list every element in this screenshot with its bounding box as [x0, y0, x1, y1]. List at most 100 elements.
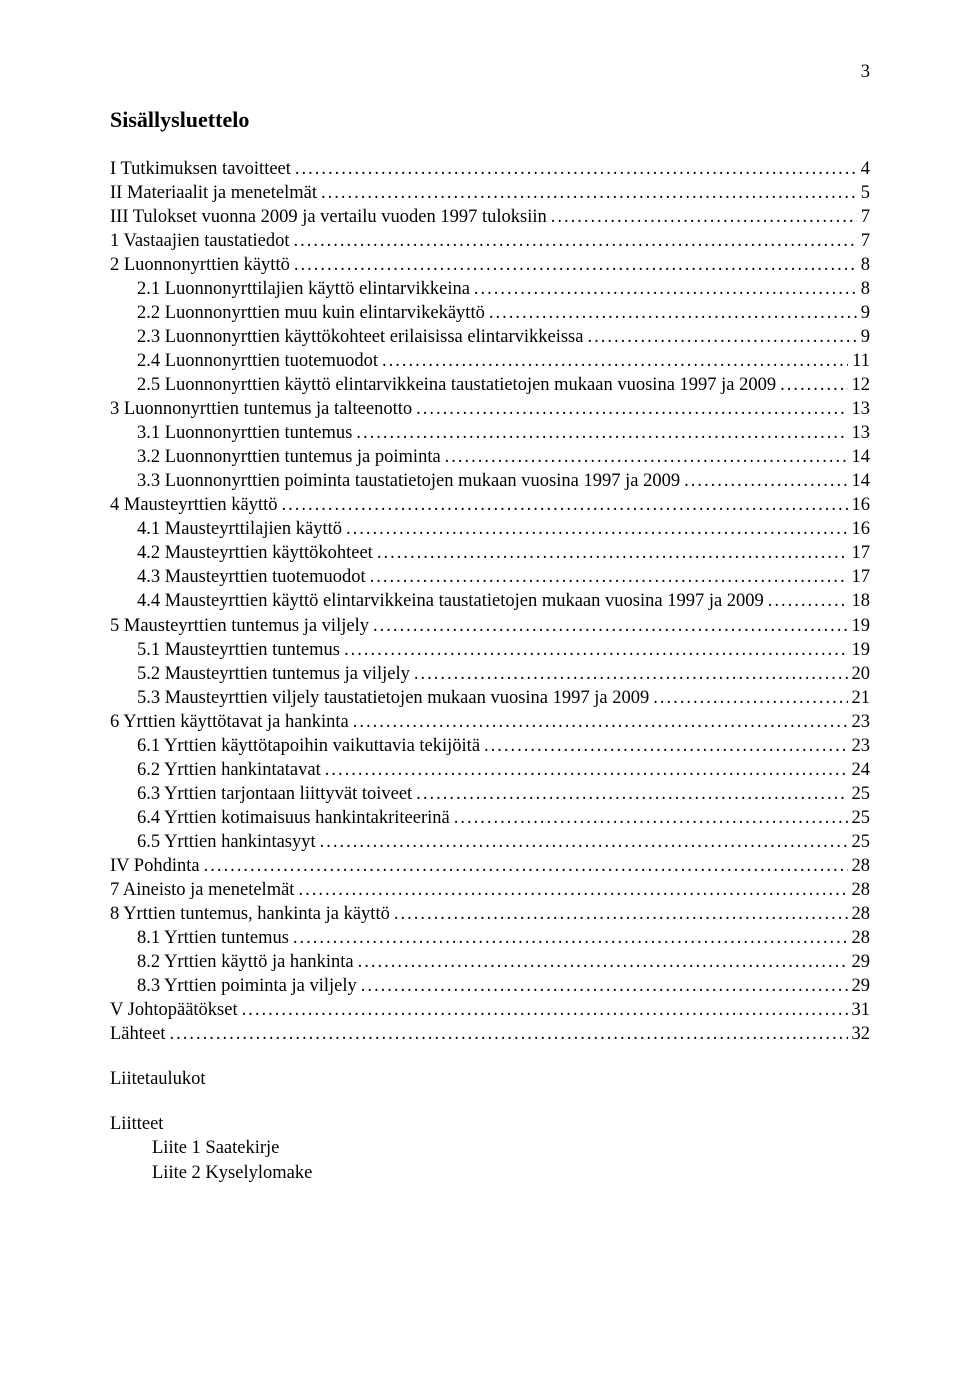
- appendix-block: Liitetaulukot Liitteet Liite 1 Saatekirj…: [110, 1067, 870, 1184]
- toc-entry-label: 4.3 Mausteyrttien tuotemuodot: [137, 565, 366, 589]
- toc-entry-page: 25: [852, 782, 871, 806]
- toc-entry-page: 28: [852, 902, 871, 926]
- toc-list: I Tutkimuksen tavoitteet 4II Materiaalit…: [110, 157, 870, 1047]
- toc-entry: I Tutkimuksen tavoitteet 4: [110, 157, 870, 181]
- toc-entry: 5.2 Mausteyrttien tuntemus ja viljely 20: [110, 662, 870, 686]
- appendix-item: Liite 1 Saatekirje: [110, 1136, 870, 1160]
- toc-entry-label: 5.3 Mausteyrttien viljely taustatietojen…: [137, 686, 649, 710]
- toc-entry-label: 3 Luonnonyrttien tuntemus ja talteenotto: [110, 397, 412, 421]
- toc-entry-label: 7 Aineisto ja menetelmät: [110, 878, 294, 902]
- toc-leader: [684, 469, 847, 493]
- toc-entry: 2 Luonnonyrttien käyttö 8: [110, 253, 870, 277]
- toc-entry: 1 Vastaajien taustatiedot 7: [110, 229, 870, 253]
- toc-leader: [295, 157, 857, 181]
- toc-entry-page: 25: [852, 806, 871, 830]
- toc-entry-label: 4 Mausteyrttien käyttö: [110, 493, 278, 517]
- toc-entry: II Materiaalit ja menetelmät 5: [110, 181, 870, 205]
- toc-entry-label: 4.1 Mausteyrttilajien käyttö: [137, 517, 342, 541]
- toc-entry: 8 Yrttien tuntemus, hankinta ja käyttö 2…: [110, 902, 870, 926]
- toc-entry-page: 5: [861, 181, 870, 205]
- toc-leader: [454, 806, 848, 830]
- toc-leader: [414, 662, 848, 686]
- toc-entry-page: 16: [852, 517, 871, 541]
- toc-entry: 5.3 Mausteyrttien viljely taustatietojen…: [110, 686, 870, 710]
- toc-entry: 4.2 Mausteyrttien käyttökohteet 17: [110, 541, 870, 565]
- toc-entry-page: 8: [861, 277, 870, 301]
- toc-leader: [474, 277, 857, 301]
- toc-entry-page: 19: [852, 614, 871, 638]
- toc-entry-label: 4.2 Mausteyrttien käyttökohteet: [137, 541, 373, 565]
- toc-entry-label: 2 Luonnonyrttien käyttö: [110, 253, 290, 277]
- toc-entry: 5.1 Mausteyrttien tuntemus 19: [110, 638, 870, 662]
- toc-leader: [653, 686, 847, 710]
- toc-entry-page: 28: [852, 926, 871, 950]
- toc-entry-label: 8.1 Yrttien tuntemus: [137, 926, 289, 950]
- toc-entry-label: V Johtopäätökset: [110, 998, 238, 1022]
- toc-leader: [356, 421, 847, 445]
- toc-entry-page: 25: [852, 830, 871, 854]
- toc-leader: [768, 589, 848, 613]
- toc-entry: 7 Aineisto ja menetelmät 28: [110, 878, 870, 902]
- toc-entry-label: 6.5 Yrttien hankintasyyt: [137, 830, 316, 854]
- toc-entry: 6.3 Yrttien tarjontaan liittyvät toiveet…: [110, 782, 870, 806]
- toc-entry-label: 5.2 Mausteyrttien tuntemus ja viljely: [137, 662, 410, 686]
- toc-title: Sisällysluettelo: [110, 106, 870, 135]
- toc-entry-label: 3.1 Luonnonyrttien tuntemus: [137, 421, 352, 445]
- toc-entry-page: 32: [852, 1022, 871, 1046]
- toc-entry: III Tulokset vuonna 2009 ja vertailu vuo…: [110, 205, 870, 229]
- toc-entry: 8.1 Yrttien tuntemus 28: [110, 926, 870, 950]
- toc-entry-label: 6.1 Yrttien käyttötapoihin vaikuttavia t…: [137, 734, 480, 758]
- toc-leader: [344, 638, 848, 662]
- toc-entry-page: 12: [852, 373, 871, 397]
- toc-entry: 2.3 Luonnonyrttien käyttökohteet erilais…: [110, 325, 870, 349]
- toc-entry: 6.5 Yrttien hankintasyyt 25: [110, 830, 870, 854]
- toc-entry-page: 9: [861, 301, 870, 325]
- toc-entry: 6.4 Yrttien kotimaisuus hankintakriteeri…: [110, 806, 870, 830]
- toc-entry-label: 2.2 Luonnonyrttien muu kuin elintarvikek…: [137, 301, 485, 325]
- toc-leader: [780, 373, 847, 397]
- appendix-heading-2: Liitteet: [110, 1112, 870, 1136]
- toc-entry: 8.2 Yrttien käyttö ja hankinta 29: [110, 950, 870, 974]
- toc-entry-page: 16: [852, 493, 871, 517]
- toc-leader: [551, 205, 857, 229]
- toc-leader: [394, 902, 848, 926]
- toc-entry-label: 2.3 Luonnonyrttien käyttökohteet erilais…: [137, 325, 583, 349]
- toc-entry-page: 13: [852, 397, 871, 421]
- toc-leader: [445, 445, 848, 469]
- toc-leader: [293, 926, 848, 950]
- toc-entry-label: 6.3 Yrttien tarjontaan liittyvät toiveet: [137, 782, 412, 806]
- toc-entry: IV Pohdinta 28: [110, 854, 870, 878]
- appendix-items: Liite 1 SaatekirjeLiite 2 Kyselylomake: [110, 1136, 870, 1184]
- toc-entry-label: 6.4 Yrttien kotimaisuus hankintakriteeri…: [137, 806, 450, 830]
- toc-leader: [294, 253, 857, 277]
- toc-entry: 3 Luonnonyrttien tuntemus ja talteenotto…: [110, 397, 870, 421]
- appendix-item: Liite 2 Kyselylomake: [110, 1161, 870, 1185]
- toc-entry-page: 21: [852, 686, 871, 710]
- toc-entry-page: 9: [861, 325, 870, 349]
- toc-entry-label: 5 Mausteyrttien tuntemus ja viljely: [110, 614, 369, 638]
- toc-leader: [321, 181, 857, 205]
- toc-entry: 5 Mausteyrttien tuntemus ja viljely 19: [110, 614, 870, 638]
- toc-entry-page: 20: [852, 662, 871, 686]
- toc-entry: 2.5 Luonnonyrttien käyttö elintarvikkein…: [110, 373, 870, 397]
- toc-entry: V Johtopäätökset 31: [110, 998, 870, 1022]
- toc-entry-label: 2.4 Luonnonyrttien tuotemuodot: [137, 349, 378, 373]
- toc-entry-page: 23: [852, 734, 871, 758]
- toc-leader: [242, 998, 848, 1022]
- toc-entry: 6 Yrttien käyttötavat ja hankinta 23: [110, 710, 870, 734]
- toc-entry-label: 6 Yrttien käyttötavat ja hankinta: [110, 710, 349, 734]
- toc-entry: 2.2 Luonnonyrttien muu kuin elintarvikek…: [110, 301, 870, 325]
- toc-leader: [358, 950, 848, 974]
- toc-entry: 4 Mausteyrttien käyttö 16: [110, 493, 870, 517]
- toc-entry-page: 28: [852, 854, 871, 878]
- toc-entry-label: IV Pohdinta: [110, 854, 200, 878]
- toc-entry-label: 5.1 Mausteyrttien tuntemus: [137, 638, 340, 662]
- toc-entry-page: 28: [852, 878, 871, 902]
- toc-entry: 2.4 Luonnonyrttien tuotemuodot 11: [110, 349, 870, 373]
- toc-entry: 3.1 Luonnonyrttien tuntemus 13: [110, 421, 870, 445]
- toc-entry-label: 4.4 Mausteyrttien käyttö elintarvikkeina…: [137, 589, 764, 613]
- toc-leader: [346, 517, 848, 541]
- toc-entry-page: 14: [852, 469, 871, 493]
- toc-leader: [489, 301, 857, 325]
- toc-entry-label: Lähteet: [110, 1022, 165, 1046]
